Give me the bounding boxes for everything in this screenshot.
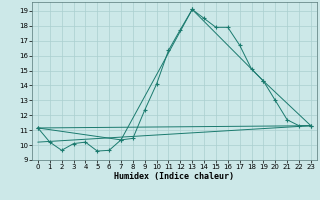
X-axis label: Humidex (Indice chaleur): Humidex (Indice chaleur) [115, 172, 234, 181]
